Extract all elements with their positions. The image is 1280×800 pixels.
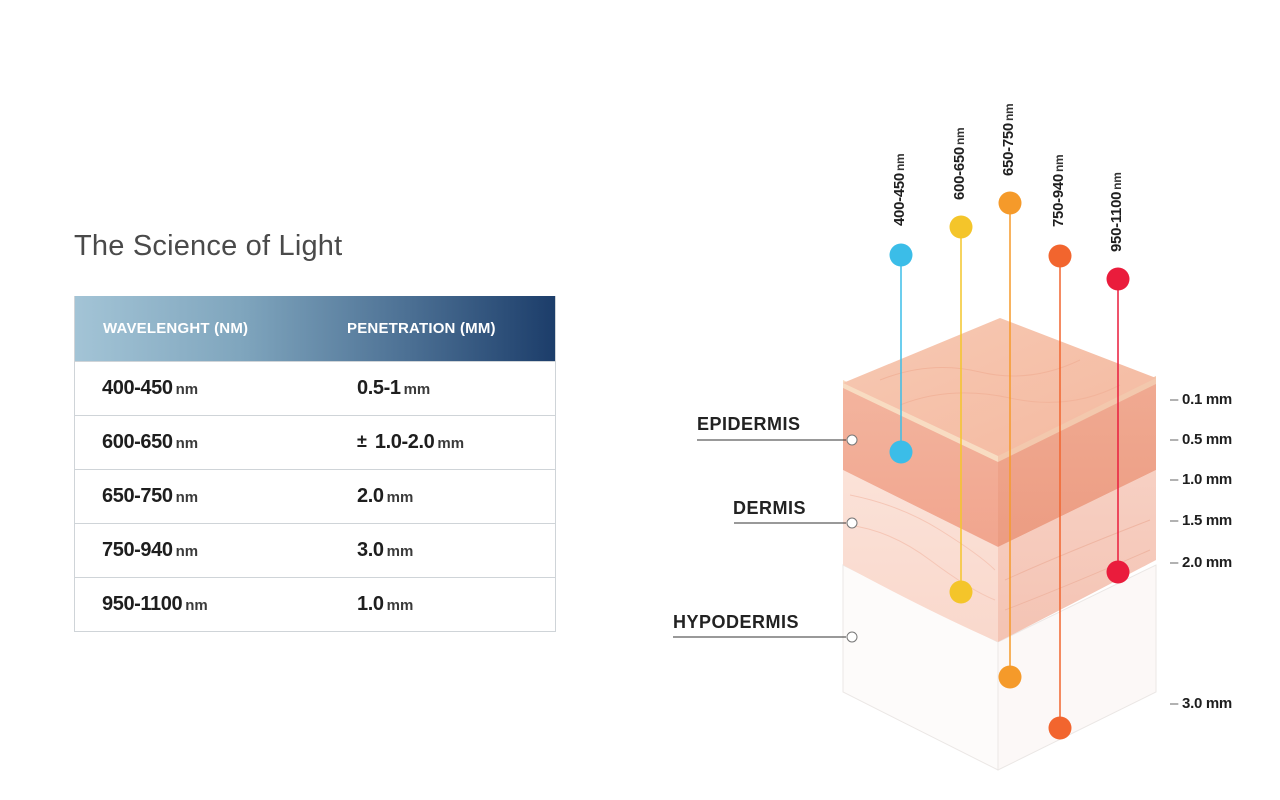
beam-600-650	[949, 215, 973, 604]
page-title: The Science of Light	[74, 230, 343, 262]
beam-start-dot	[998, 191, 1022, 215]
row-penetration: 1.0-2.0	[374, 431, 435, 453]
beam-end-dot	[889, 440, 913, 464]
beam-end-dot	[998, 665, 1022, 689]
table-row: 400-450 nm 0.5-1 mm	[75, 361, 555, 415]
row-penetration: 2.0	[357, 485, 384, 507]
beam-start-dot	[1048, 244, 1072, 268]
row-penetration: 1.0	[357, 593, 384, 615]
row-wavelength: 600-650	[102, 431, 173, 453]
wavelength-label-650-750: 650-750nm	[1000, 103, 1017, 176]
row-wavelength-unit: nm	[175, 489, 199, 506]
table-row: 950-1100 nm 1.0 mm	[75, 577, 555, 631]
row-penetration: 3.0	[357, 539, 384, 561]
dermis-marker	[846, 517, 858, 529]
row-penetration-unit: mm	[386, 597, 414, 614]
header-penetration: PENETRATION (MM)	[347, 320, 496, 337]
wavelength-label-400-450: 400-450nm	[891, 153, 908, 226]
wavelength-label-600-650: 600-650nm	[951, 127, 968, 200]
row-penetration-unit: mm	[403, 381, 431, 398]
beam-950-1100	[1106, 267, 1130, 584]
depth-tick: 1.0 mm	[1170, 471, 1232, 488]
beam-650-750	[998, 191, 1022, 689]
row-wavelength: 400-450	[102, 377, 173, 399]
depth-tick: 0.5 mm	[1170, 431, 1232, 448]
row-penetration-unit: mm	[386, 543, 414, 560]
beam-start-dot	[1106, 267, 1130, 291]
wavelength-label-750-940: 750-940nm	[1050, 154, 1067, 227]
row-penetration: 0.5-1	[357, 377, 401, 399]
epidermis-marker	[846, 434, 858, 446]
depth-tick: 2.0 mm	[1170, 554, 1232, 571]
table-row: 600-650 nm ±1.0-2.0 mm	[75, 415, 555, 469]
depth-tick: 3.0 mm	[1170, 695, 1232, 712]
beam-end-dot	[1106, 560, 1130, 584]
table-row: 650-750 nm 2.0 mm	[75, 469, 555, 523]
beam-400-450	[889, 243, 913, 464]
dermis-label: DERMIS	[733, 498, 807, 518]
row-wavelength-unit: nm	[175, 435, 199, 452]
row-penetration-unit: mm	[437, 435, 465, 452]
beam-750-940	[1048, 244, 1072, 740]
plus-minus-sign: ±	[357, 431, 367, 451]
beam-start-dot	[949, 215, 973, 239]
row-wavelength-unit: nm	[185, 597, 208, 614]
row-wavelength-unit: nm	[175, 381, 199, 398]
beam-end-dot	[1048, 716, 1072, 740]
beam-end-dot	[949, 580, 973, 604]
epidermis-label: EPIDERMIS	[697, 414, 801, 434]
header-wavelength: WAVELENGHT (NM)	[103, 320, 249, 337]
skin-top-surface	[843, 318, 1156, 456]
hypodermis-label: HYPODERMIS	[673, 612, 800, 632]
table-row: 750-940 nm 3.0 mm	[75, 523, 555, 577]
row-wavelength: 750-940	[102, 539, 173, 561]
beam-start-dot	[889, 243, 913, 267]
depth-tick: 0.1 mm	[1170, 391, 1232, 408]
wavelength-label-950-1100: 950-1100nm	[1108, 172, 1125, 252]
row-wavelength: 650-750	[102, 485, 173, 507]
hypodermis-marker	[846, 631, 858, 643]
row-wavelength: 950-1100	[102, 593, 183, 615]
row-penetration-unit: mm	[386, 489, 414, 506]
depth-tick: 1.5 mm	[1170, 512, 1232, 529]
wavelength-table: WAVELENGHT (NM) PENETRATION (MM) 400-450…	[74, 296, 556, 632]
table-header: WAVELENGHT (NM) PENETRATION (MM)	[75, 296, 555, 361]
row-wavelength-unit: nm	[175, 543, 199, 560]
